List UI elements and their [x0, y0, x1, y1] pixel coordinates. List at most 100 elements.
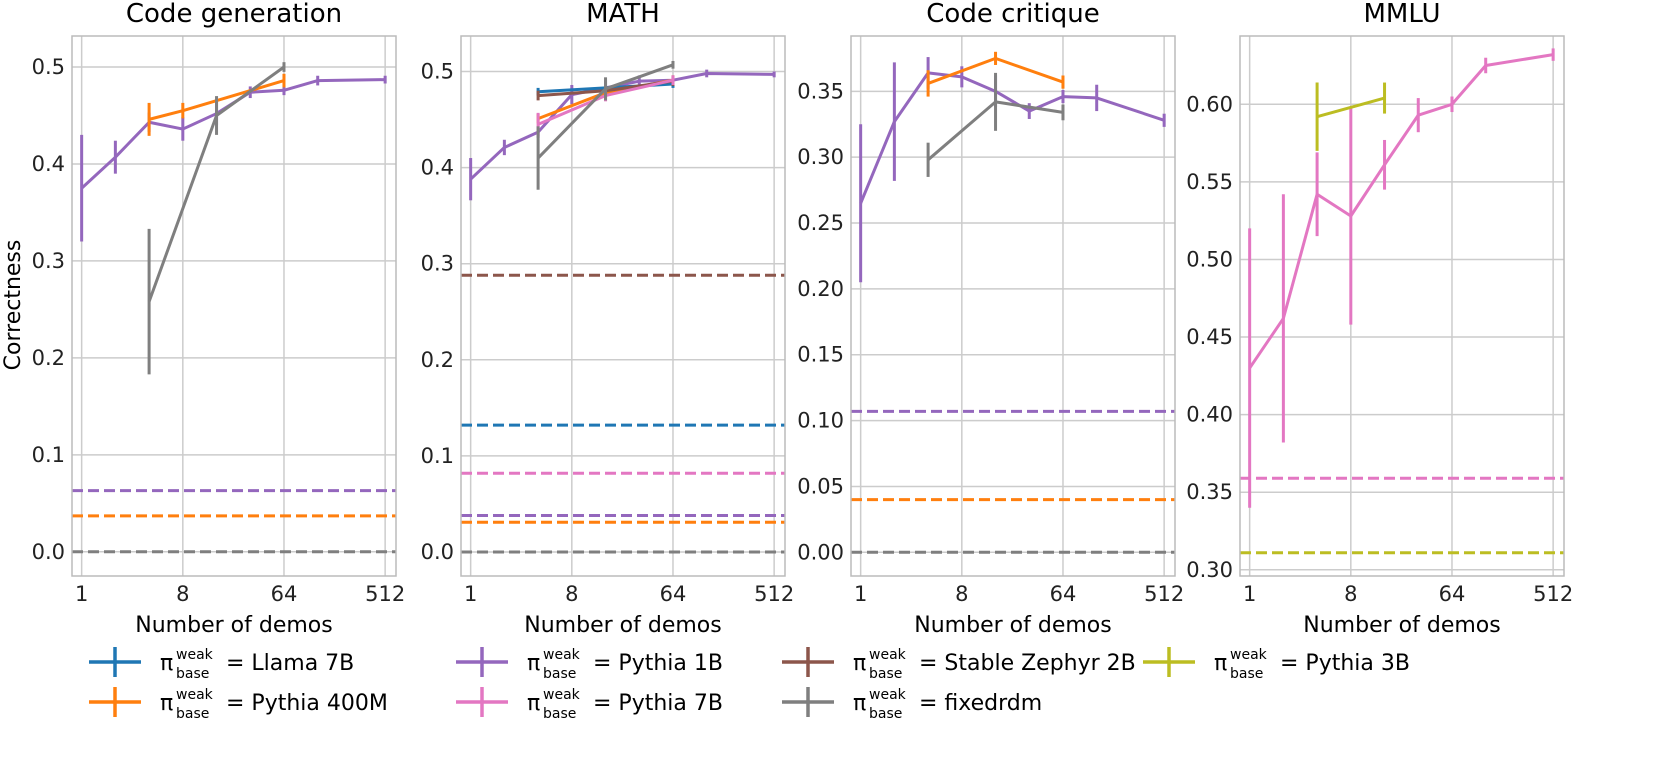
y-tick-label: 0.2	[421, 348, 454, 372]
x-axis-label: Number of demos	[1303, 613, 1500, 638]
legend-item-stable-zephyr-2b: π weak base = Stable Zephyr 2B	[782, 647, 1136, 682]
legend-label: = Pythia 1B	[593, 651, 723, 676]
legend-superscript: weak	[543, 687, 581, 703]
series-pythia-3b	[1315, 82, 1387, 151]
series-fixedrdm	[926, 72, 1065, 177]
x-tick-label: 8	[176, 582, 189, 606]
panel-title: Code generation	[126, 0, 342, 29]
legend-label: = Pythia 3B	[1280, 651, 1410, 676]
legend-label: = Stable Zephyr 2B	[919, 651, 1136, 676]
panel-title: MATH	[586, 0, 660, 29]
legend-superscript: weak	[543, 647, 581, 663]
x-tick-label: 1	[854, 582, 867, 606]
plot-area	[72, 36, 396, 576]
y-tick-label: 0.00	[797, 540, 844, 564]
series-fixedrdm	[147, 62, 286, 375]
y-tick-label: 0.35	[1186, 480, 1233, 504]
y-axis-label: Correctness	[1, 240, 26, 371]
y-tick-label: 0.40	[1186, 403, 1233, 427]
legend-symbol: π	[853, 651, 866, 676]
legend-subscript: base	[543, 706, 576, 722]
x-tick-label: 8	[565, 582, 578, 606]
legend-item-pythia-3b: π weak base = Pythia 3B	[1143, 647, 1410, 682]
plot-area	[851, 36, 1175, 576]
panel-title: Code critique	[926, 0, 1099, 29]
x-axis-label: Number of demos	[135, 613, 332, 638]
x-tick-label: 1	[75, 582, 88, 606]
legend-superscript: weak	[869, 687, 907, 703]
axes-frame	[71, 35, 397, 577]
legend-item-fixedrdm: π weak base = fixedrdm	[782, 687, 1042, 722]
subplot-mmlu: 0.30 0.35 0.40 0.45 0.50 0.55 0.60 1 8 64 512 MMLU N…	[1186, 0, 1573, 638]
legend-symbol: π	[527, 691, 540, 716]
x-tick-label: 8	[955, 582, 968, 606]
y-tick-label: 0.0	[421, 540, 454, 564]
y-tick-label: 0.20	[797, 277, 844, 301]
y-tick-label: 0.15	[797, 343, 844, 367]
x-tick-label: 64	[271, 582, 298, 606]
legend-subscript: base	[869, 706, 902, 722]
legend-superscript: weak	[176, 647, 214, 663]
y-tick-label: 0.10	[797, 409, 844, 433]
panel-title: MMLU	[1363, 0, 1440, 29]
legend-subscript: base	[1230, 666, 1263, 682]
legend-label: = Pythia 400M	[226, 691, 388, 716]
plot-area	[1240, 36, 1564, 576]
legend-item-pythia-400m: π weak base = Pythia 400M	[89, 687, 388, 722]
x-tick-label: 8	[1344, 582, 1357, 606]
axes-frame	[1239, 35, 1565, 577]
legend-symbol: π	[1214, 651, 1227, 676]
x-tick-label: 1	[1243, 582, 1256, 606]
series-pythia-400m	[926, 51, 1065, 97]
y-tick-label: 0.3	[32, 249, 65, 273]
legend-label: = Llama 7B	[226, 651, 354, 676]
y-tick-label: 0.2	[32, 346, 65, 370]
series-fixedrdm	[536, 60, 675, 190]
y-tick-label: 0.4	[32, 152, 65, 176]
legend-superscript: weak	[176, 687, 214, 703]
axes-frame	[460, 35, 786, 577]
subplot-code-critique: 0.00 0.05 0.10 0.15 0.20 0.25 0.30 0.35 1 8 64 512 C…	[797, 0, 1184, 638]
y-tick-label: 0.0	[32, 540, 65, 564]
legend-label: = Pythia 7B	[593, 691, 723, 716]
x-tick-label: 64	[660, 582, 687, 606]
y-tick-label: 0.5	[421, 60, 454, 84]
legend-symbol: π	[853, 691, 866, 716]
legend-superscript: weak	[869, 647, 907, 663]
y-tick-label: 0.60	[1186, 92, 1233, 116]
subplots: 0.0 0.1 0.2 0.3 0.4 0.5 1 8 64 512 Code generation…	[32, 0, 1574, 638]
y-tick-label: 0.50	[1186, 247, 1233, 271]
y-tick-label: 0.1	[32, 443, 65, 467]
x-tick-label: 64	[1050, 582, 1077, 606]
x-tick-label: 512	[754, 582, 794, 606]
series-line	[1316, 96, 1385, 119]
y-tick-label: 0.05	[797, 474, 844, 498]
legend-label: = fixedrdm	[919, 691, 1042, 716]
y-tick-label: 0.45	[1186, 325, 1233, 349]
y-tick-label: 0.3	[421, 252, 454, 276]
y-tick-label: 0.5	[32, 55, 65, 79]
x-axis-label: Number of demos	[914, 613, 1111, 638]
legend-symbol: π	[527, 651, 540, 676]
legend-symbol: π	[160, 691, 173, 716]
x-tick-label: 512	[365, 582, 405, 606]
x-tick-label: 64	[1439, 582, 1466, 606]
legend-symbol: π	[160, 651, 173, 676]
y-tick-label: 0.1	[421, 444, 454, 468]
subplot-code-generation: 0.0 0.1 0.2 0.3 0.4 0.5 1 8 64 512 Code generation…	[32, 0, 406, 638]
x-tick-label: 512	[1533, 582, 1573, 606]
legend-subscript: base	[176, 706, 209, 722]
y-tick-label: 0.30	[1186, 558, 1233, 582]
legend-subscript: base	[543, 666, 576, 682]
legend-item-pythia-1b: π weak base = Pythia 1B	[456, 647, 723, 682]
x-tick-label: 1	[464, 582, 477, 606]
y-tick-label: 0.25	[797, 211, 844, 235]
legend-item-llama-7b: π weak base = Llama 7B	[89, 647, 354, 682]
axes-frame	[850, 35, 1176, 577]
plot-area	[461, 36, 785, 576]
y-tick-label: 0.4	[421, 156, 454, 180]
x-axis-label: Number of demos	[524, 613, 721, 638]
subplot-math: 0.0 0.1 0.2 0.3 0.4 0.5 1 8 64 512 MATH Number of d…	[421, 0, 795, 638]
